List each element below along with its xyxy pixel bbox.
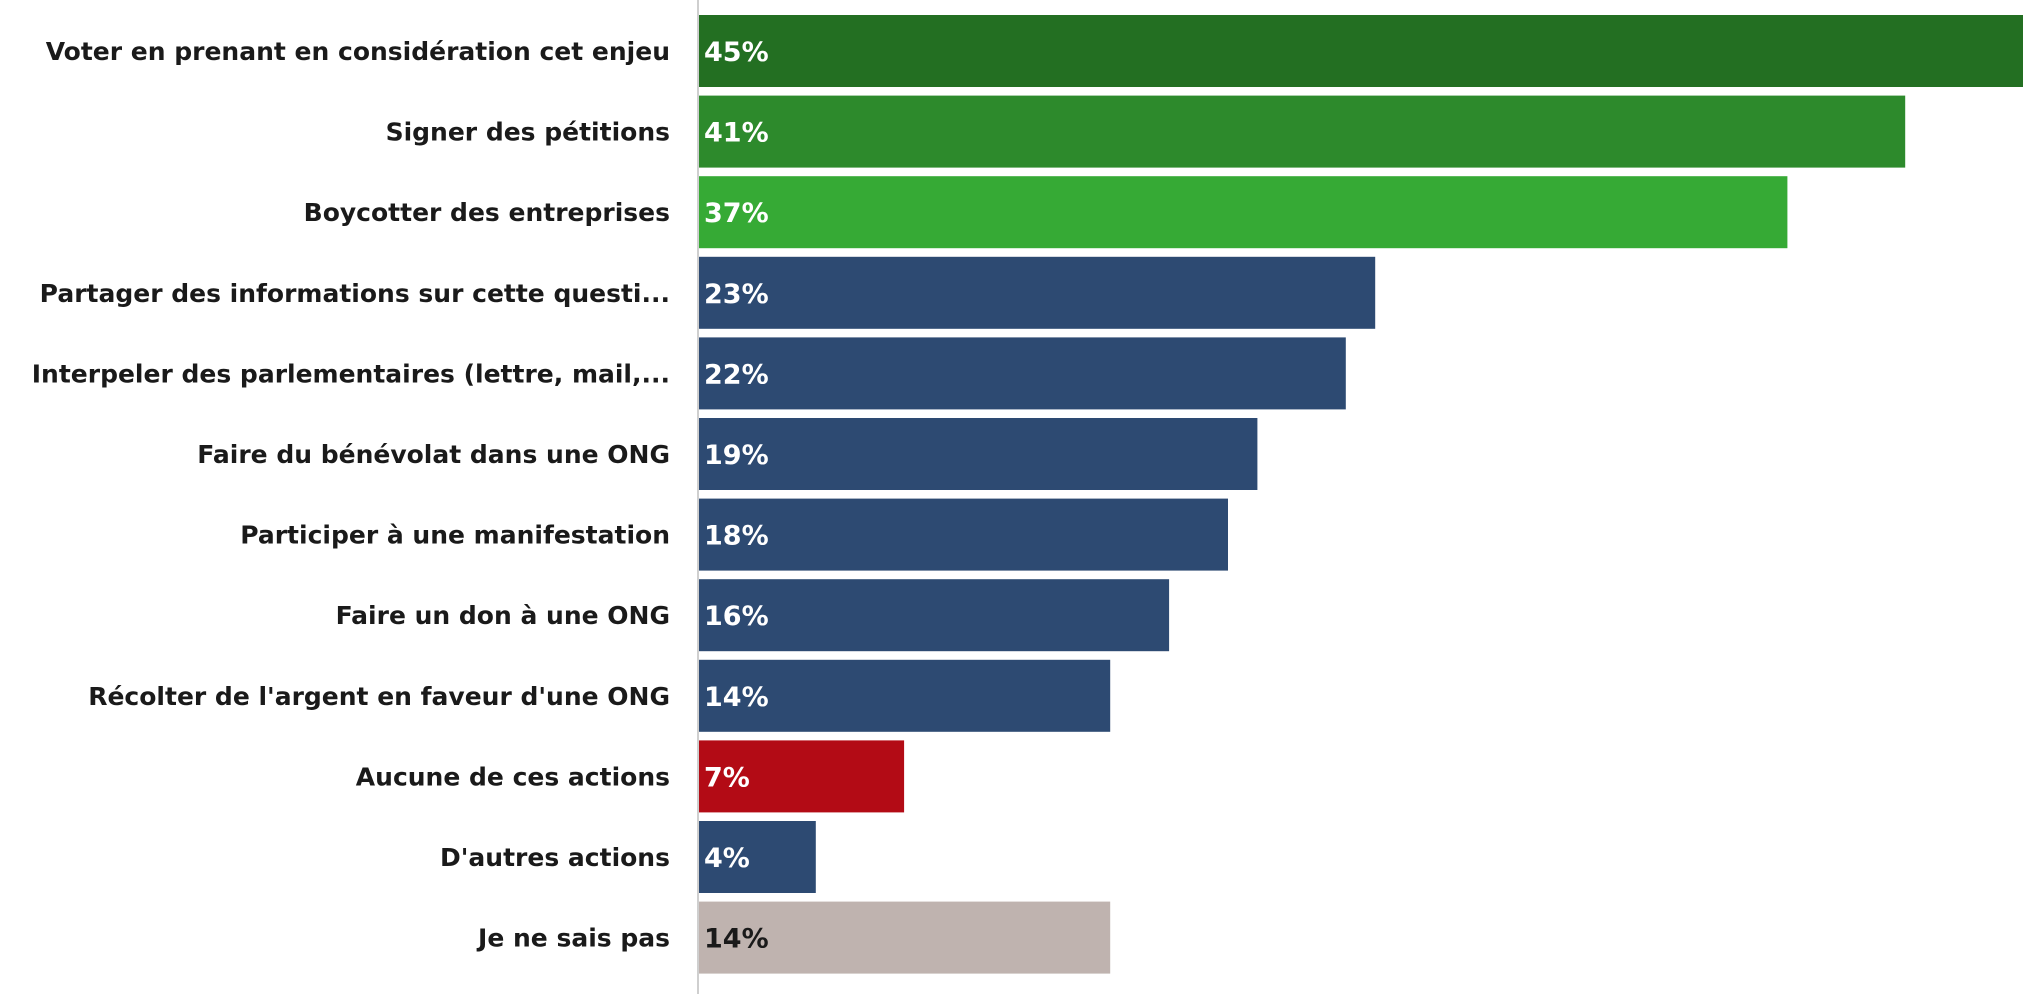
bar-value-label: 7% bbox=[704, 762, 750, 793]
bar bbox=[698, 176, 1788, 249]
category-labels: Voter en prenant en considération cet en… bbox=[32, 37, 670, 953]
category-label: Aucune de ces actions bbox=[356, 762, 670, 791]
bar bbox=[698, 498, 1228, 571]
bar bbox=[698, 256, 1376, 329]
bar bbox=[698, 15, 2023, 87]
bar bbox=[698, 659, 1111, 732]
category-label: Je ne sais pas bbox=[476, 924, 670, 953]
bar-value-label: 18% bbox=[704, 521, 769, 552]
bar bbox=[698, 579, 1170, 652]
category-label: Signer des pétitions bbox=[386, 118, 670, 147]
bar-value-label: 41% bbox=[704, 118, 769, 149]
category-label: Faire un don à une ONG bbox=[336, 601, 670, 630]
bar-value-label: 14% bbox=[704, 682, 769, 713]
bar-value-label: 14% bbox=[704, 924, 769, 955]
category-label: D'autres actions bbox=[440, 843, 670, 872]
category-label: Faire du bénévolat dans une ONG bbox=[197, 440, 670, 469]
bar bbox=[698, 337, 1346, 410]
bar bbox=[698, 901, 1111, 974]
category-label: Interpeler des parlementaires (lettre, m… bbox=[32, 359, 670, 388]
category-label: Récolter de l'argent en faveur d'une ONG bbox=[88, 682, 670, 711]
category-label: Partager des informations sur cette ques… bbox=[40, 279, 670, 308]
category-label: Voter en prenant en considération cet en… bbox=[46, 37, 670, 66]
bar-value-label: 19% bbox=[704, 440, 769, 471]
bar-value-label: 22% bbox=[704, 359, 769, 390]
bar-value-label: 37% bbox=[704, 198, 769, 229]
bar bbox=[698, 821, 816, 893]
bar-value-label: 45% bbox=[704, 37, 769, 68]
bar bbox=[698, 418, 1258, 490]
bar-value-label: 4% bbox=[704, 843, 750, 874]
bar bbox=[698, 740, 905, 813]
bars: 45% 41% 37% 23% 22% 19% 18% 16% 14% 7% 4% 14% bbox=[698, 15, 2023, 974]
bar-value-label: 23% bbox=[704, 279, 769, 310]
bar-value-label: 16% bbox=[704, 601, 769, 632]
category-label: Participer à une manifestation bbox=[240, 521, 670, 550]
category-label: Boycotter des entreprises bbox=[304, 198, 670, 227]
bar bbox=[698, 95, 1906, 168]
